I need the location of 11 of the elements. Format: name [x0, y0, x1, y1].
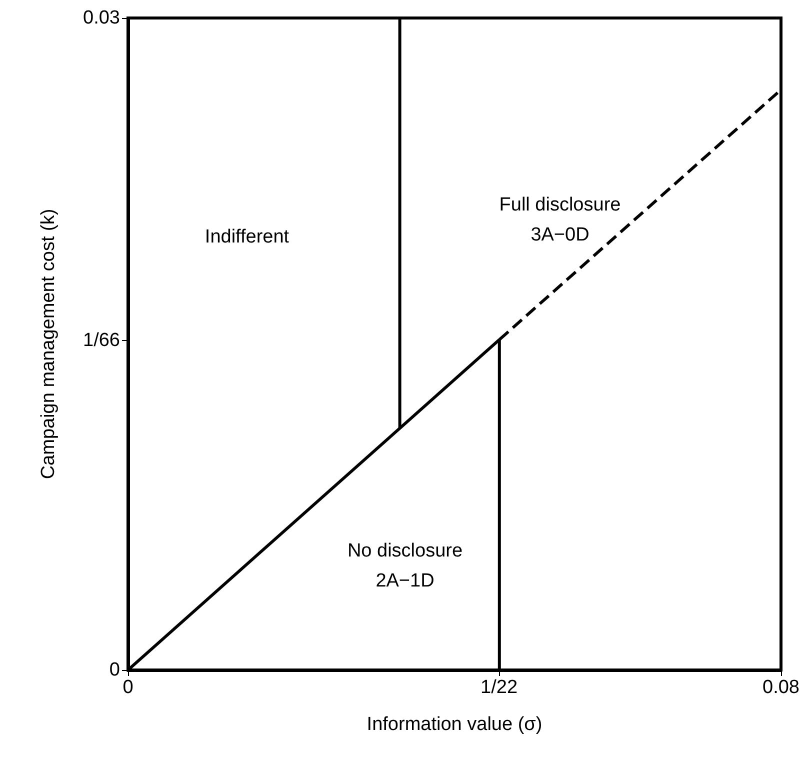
annotation: Full disclosure 3A−0D: [499, 194, 621, 246]
y-tick-label: 1/66: [83, 330, 120, 352]
annotation: Indifferent: [204, 226, 290, 248]
x-axis-title: Information value (σ): [366, 714, 542, 735]
x-tick-label: 0: [122, 677, 134, 698]
y-tick-label: 0: [109, 660, 120, 680]
x-tick-label: 1/22: [480, 677, 518, 698]
y-tick-label: 0.03: [83, 8, 120, 28]
y-axis-title: Campaign management cost (k): [38, 208, 59, 480]
annotation: No disclosure 2A−1D: [347, 540, 463, 592]
x-tick-label: 0.08: [762, 677, 800, 698]
